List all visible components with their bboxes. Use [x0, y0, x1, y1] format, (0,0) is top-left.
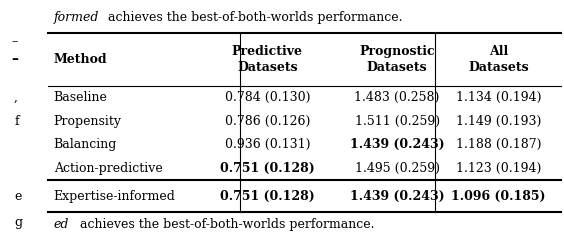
Text: 0.786 (0.126): 0.786 (0.126)	[224, 115, 310, 128]
Text: Expertise-informed: Expertise-informed	[54, 189, 175, 203]
Text: 1.511 (0.259): 1.511 (0.259)	[355, 115, 440, 128]
Text: 1.149 (0.193): 1.149 (0.193)	[456, 115, 541, 128]
Text: Predictive
Datasets: Predictive Datasets	[232, 45, 303, 74]
Text: 1.123 (0.194): 1.123 (0.194)	[456, 162, 541, 175]
Text: g: g	[14, 216, 22, 229]
Text: –: –	[11, 52, 18, 66]
Text: 0.751 (0.128): 0.751 (0.128)	[220, 189, 315, 203]
Text: 1.483 (0.258): 1.483 (0.258)	[354, 91, 440, 104]
Text: ed: ed	[54, 218, 69, 231]
Text: –: –	[11, 35, 17, 48]
Text: Method: Method	[54, 53, 107, 66]
Text: 1.439 (0.243): 1.439 (0.243)	[350, 138, 444, 151]
Text: 1.439 (0.243): 1.439 (0.243)	[350, 189, 444, 203]
Text: Balancing: Balancing	[54, 138, 117, 151]
Text: Baseline: Baseline	[54, 91, 108, 104]
Text: 0.936 (0.131): 0.936 (0.131)	[224, 138, 310, 151]
Text: All
Datasets: All Datasets	[468, 45, 528, 74]
Text: achieves the best-of-both-worlds performance.: achieves the best-of-both-worlds perform…	[104, 11, 403, 24]
Text: Action-predictive: Action-predictive	[54, 162, 162, 175]
Text: 1.096 (0.185): 1.096 (0.185)	[451, 189, 545, 203]
Text: Propensity: Propensity	[54, 115, 122, 128]
Text: 1.134 (0.194): 1.134 (0.194)	[456, 91, 541, 104]
Text: 1.188 (0.187): 1.188 (0.187)	[456, 138, 541, 151]
Text: 1.495 (0.259): 1.495 (0.259)	[355, 162, 440, 175]
Text: formed: formed	[54, 11, 99, 24]
Text: Prognostic
Datasets: Prognostic Datasets	[359, 45, 435, 74]
Text: f: f	[14, 115, 19, 128]
Text: e: e	[14, 189, 21, 203]
Text: 0.751 (0.128): 0.751 (0.128)	[220, 162, 315, 175]
Text: 0.784 (0.130): 0.784 (0.130)	[224, 91, 310, 104]
Text: achieves the best-of-both-worlds performance.: achieves the best-of-both-worlds perform…	[76, 218, 374, 231]
Text: ,: ,	[14, 91, 18, 104]
